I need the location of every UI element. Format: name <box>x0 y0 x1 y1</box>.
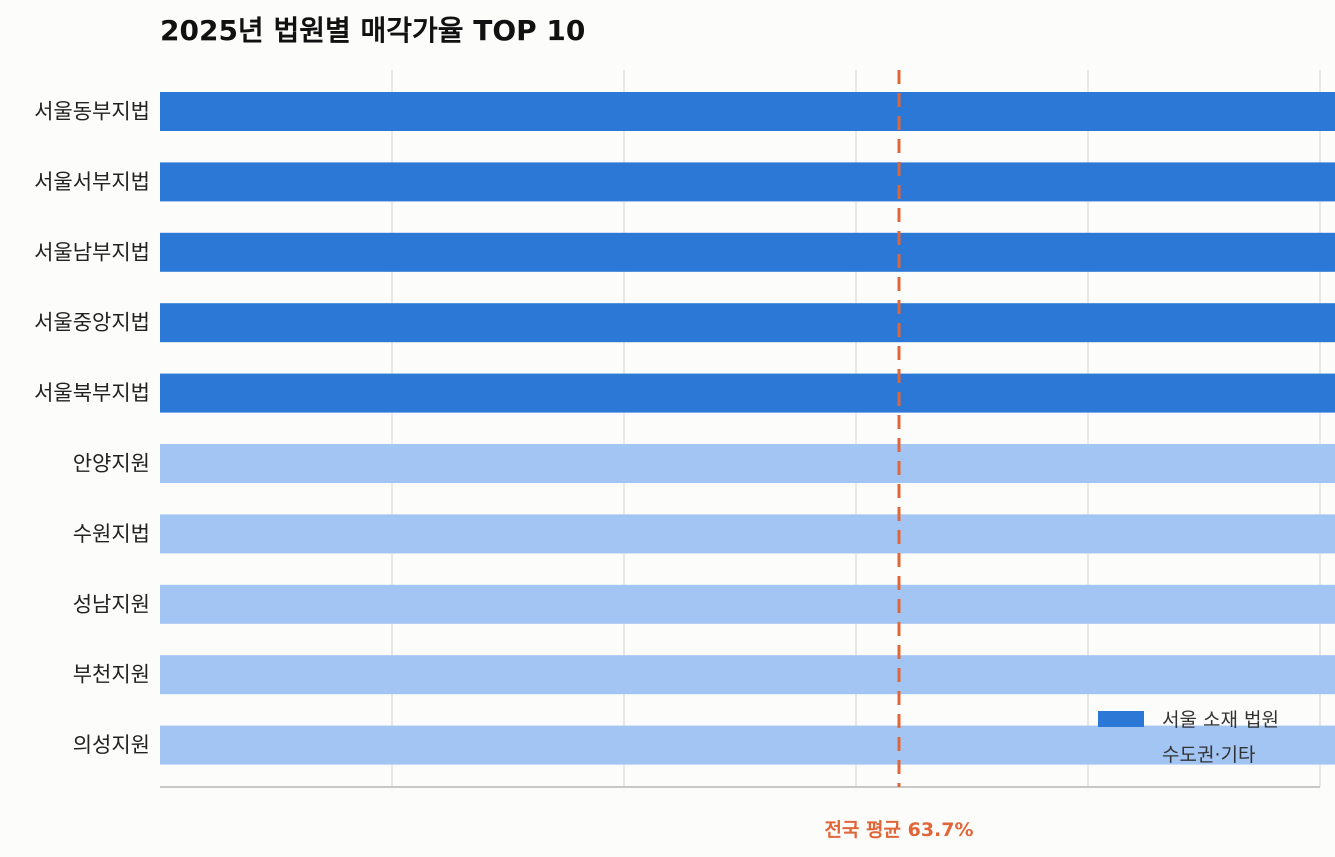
bar-3 <box>160 232 1335 272</box>
category-label-8: 성남지원 <box>73 592 150 616</box>
bar-6 <box>160 444 1335 483</box>
category-label-9: 부천지원 <box>73 663 150 687</box>
bar-10 <box>160 725 1335 765</box>
category-label-3: 서울남부지법 <box>34 240 150 264</box>
bar-7 <box>160 514 1335 554</box>
legend-swatch-other <box>1098 746 1144 762</box>
legend-label-other: 수도권·기타 <box>1162 744 1255 766</box>
category-label-1: 서울동부지법 <box>34 100 150 124</box>
category-label-7: 수원지법 <box>73 522 150 546</box>
chart-title: 2025년 법원별 매각가율 TOP 10 <box>160 14 585 47</box>
category-label-10: 의성지원 <box>73 733 150 757</box>
category-labels: 서울동부지법서울서부지법서울남부지법서울중앙지법서울북부지법안양지원수원지법성남… <box>34 100 150 758</box>
bar-8 <box>160 584 1335 624</box>
bars-group <box>160 92 1335 765</box>
legend-swatch-seoul <box>1098 711 1144 727</box>
bar-2 <box>160 162 1335 202</box>
bar-9 <box>160 655 1335 695</box>
category-label-6: 안양지원 <box>73 452 150 476</box>
category-label-5: 서울북부지법 <box>34 381 150 405</box>
category-label-4: 서울중앙지법 <box>34 311 150 335</box>
bar-5 <box>160 373 1335 413</box>
category-label-2: 서울서부지법 <box>34 170 150 194</box>
legend-label-seoul: 서울 소재 법원 <box>1162 709 1279 731</box>
average-reference-label: 전국 평균 63.7% <box>824 819 973 841</box>
bar-1 <box>160 92 1335 131</box>
bar-4 <box>160 303 1335 343</box>
